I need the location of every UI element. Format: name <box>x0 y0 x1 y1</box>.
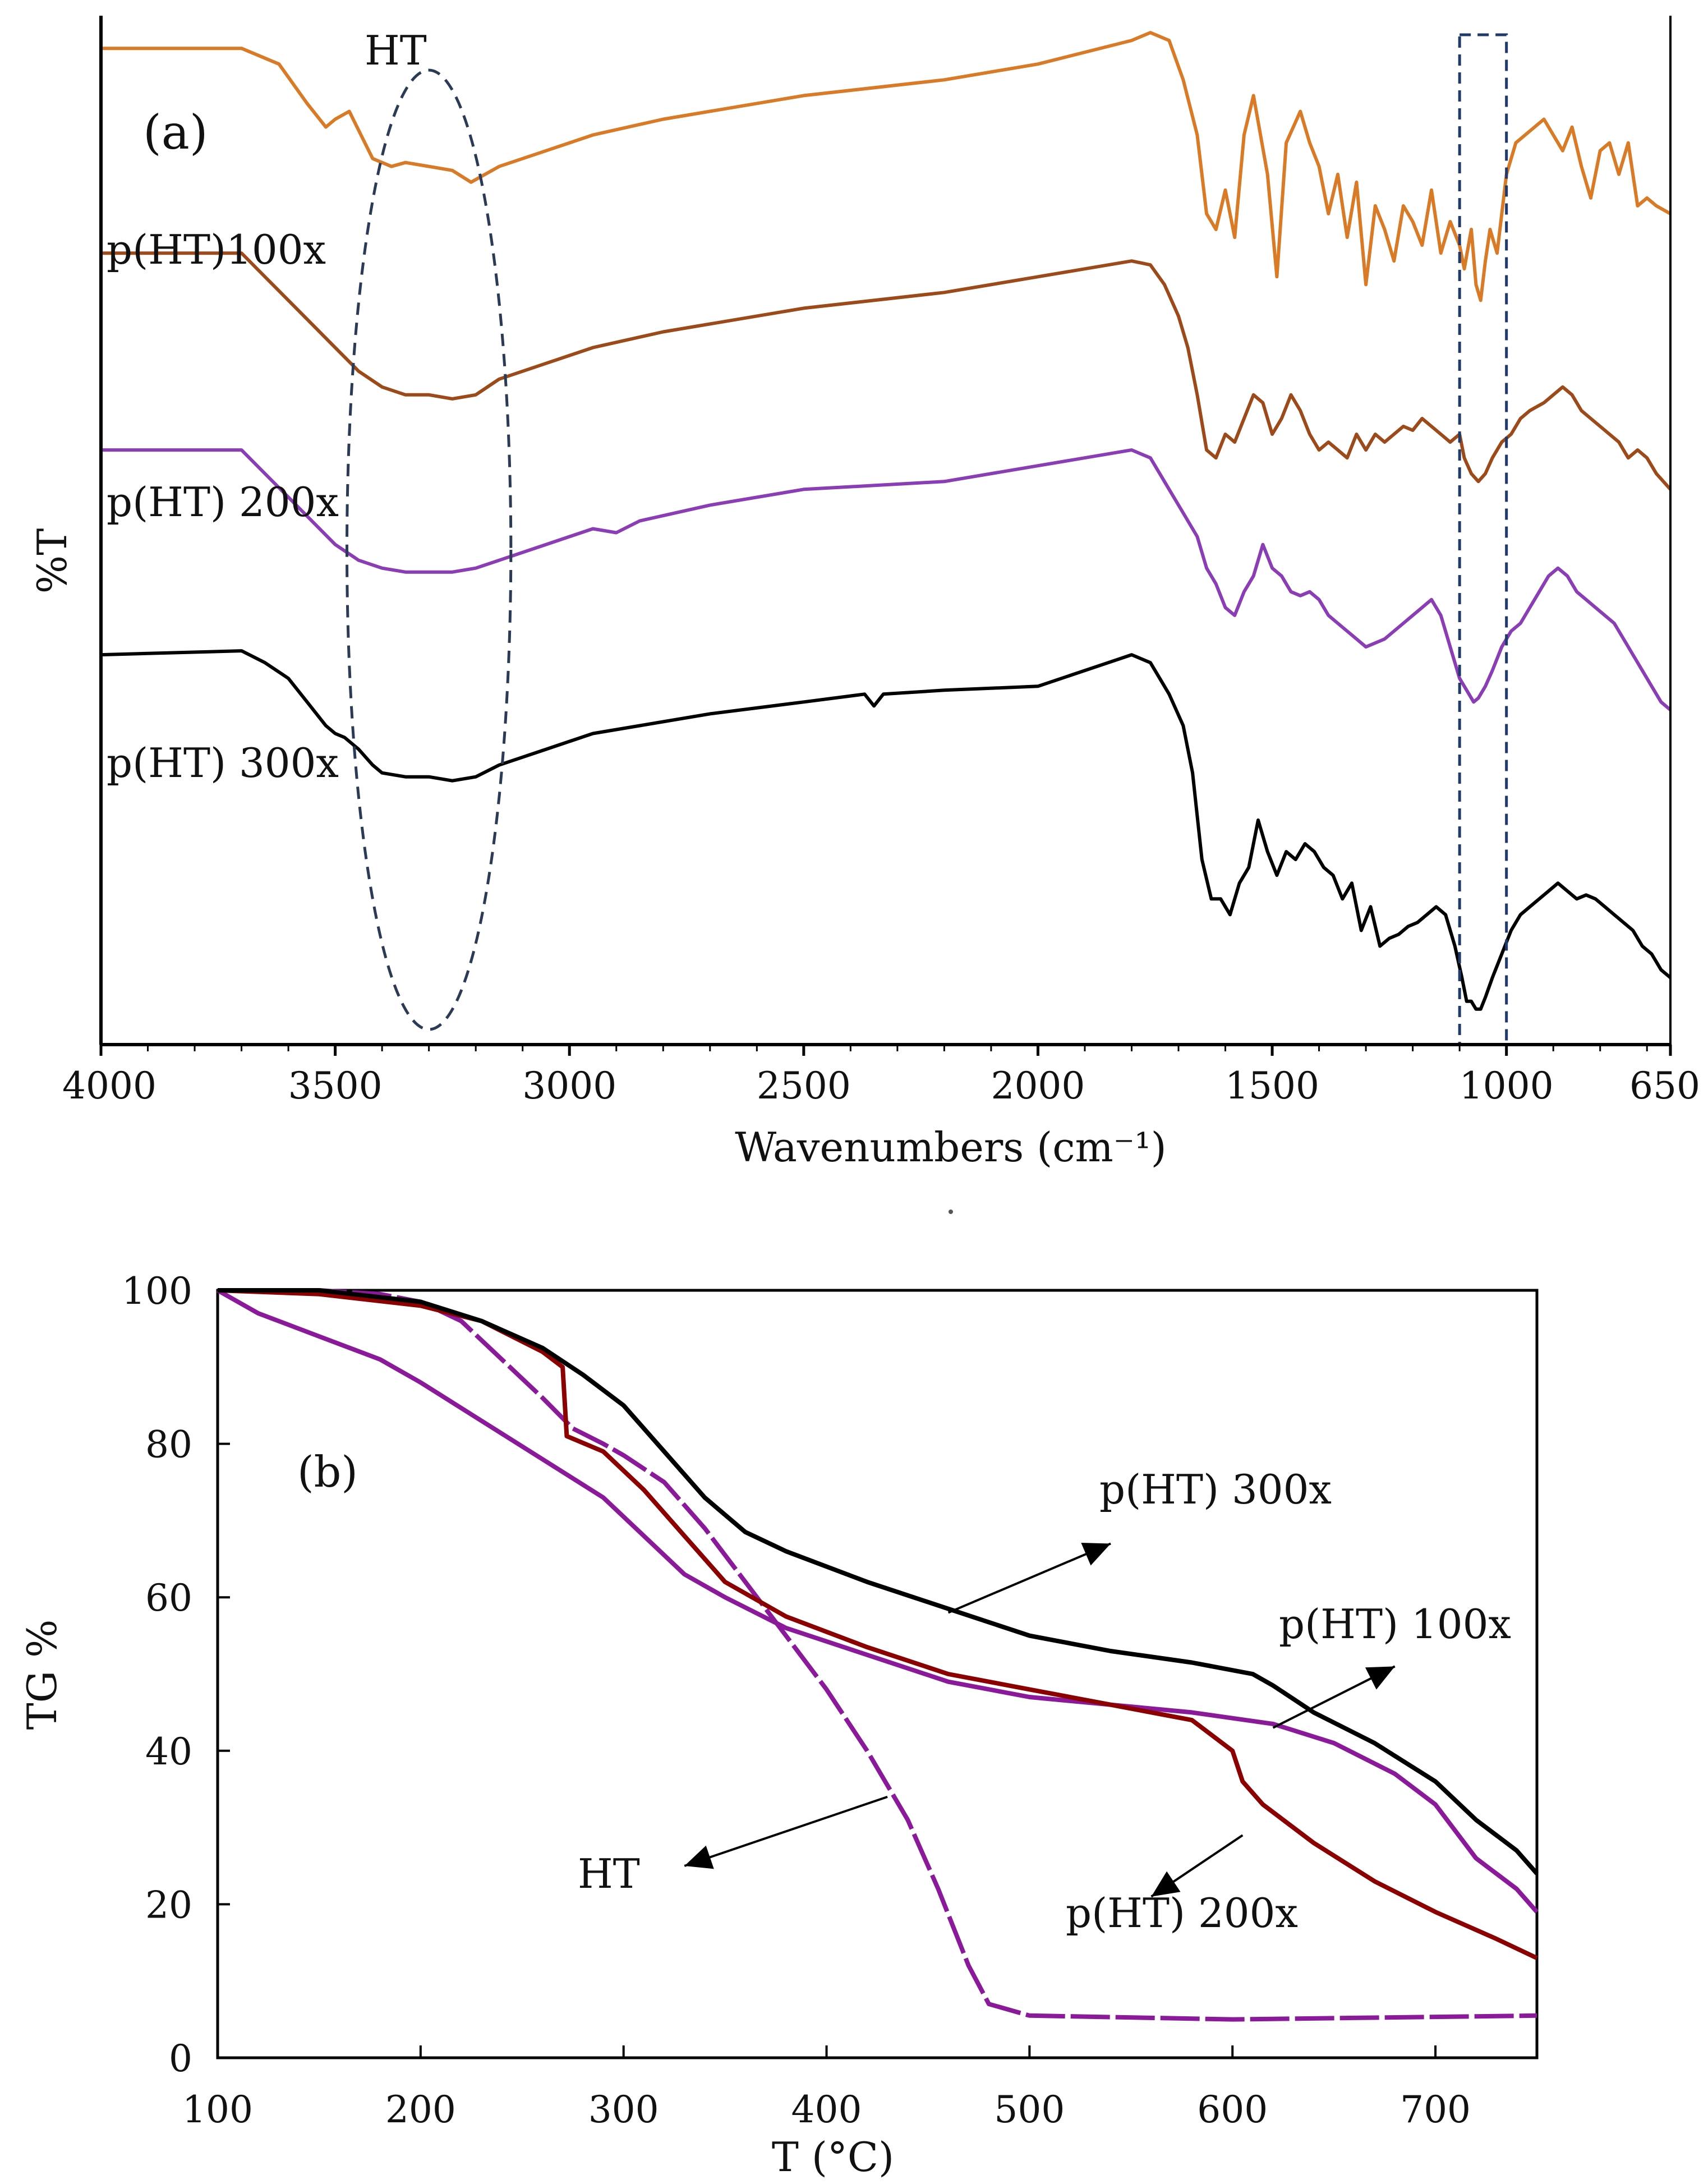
ftir-x-tick-label: 1000 <box>1460 1064 1554 1107</box>
tg-x-label: T (°C) <box>772 2134 894 2181</box>
ftir-x-tick-label: 2500 <box>757 1064 851 1107</box>
label-p100-ftir: p(HT)100x <box>107 226 326 273</box>
label-p200-tg: p(HT) 200x <box>1066 1889 1298 1937</box>
panel-a-tag: (a) <box>143 105 208 160</box>
label-ht-tg: HT <box>578 1850 640 1897</box>
label-p200-ftir: p(HT) 200x <box>107 479 339 526</box>
tg-line-p-ht-100x <box>217 1288 1539 1914</box>
panel-b: 100 200 300 400 500 600 700 0 20 40 60 80 100 (b) p(… <box>19 1270 1539 2181</box>
tg-y-tick-label: 40 <box>145 1730 192 1773</box>
ftir-line-p-ht-300x <box>100 649 1672 1011</box>
ftir-x-tick-label: 650 <box>1629 1064 1700 1107</box>
ftir-x-ticks: 4000 3500 3000 2500 2000 1500 1000 650 <box>62 1045 1700 1107</box>
label-ht-ftir: HT <box>365 27 427 74</box>
label-p300-ftir: p(HT) 300x <box>107 739 339 787</box>
tg-arrowhead-p-ht-100x <box>1365 1666 1395 1690</box>
tg-x-tick-label: 500 <box>994 2088 1065 2131</box>
tg-arrow-p-ht-300x <box>947 1542 1111 1614</box>
ftir-x-label: Wavenumbers (cm⁻¹) <box>735 1124 1167 1171</box>
tg-series-group <box>217 1288 1539 2022</box>
ftir-y-label: %T <box>29 528 76 594</box>
tg-y-label: TG % <box>19 1620 66 1730</box>
tg-x-tick-label: 600 <box>1197 2088 1268 2131</box>
tg-y-tick-label: 0 <box>169 2037 192 2080</box>
tg-arrow-ht <box>684 1795 888 1867</box>
tg-arrowhead-p-ht-300x <box>1081 1542 1111 1566</box>
panel-a: 4000 3500 3000 2500 2000 1500 1000 650 (a) HT p… <box>29 16 1700 1171</box>
tg-arrowhead-ht <box>684 1845 714 1869</box>
ftir-annotations <box>345 33 1508 1046</box>
tg-ticks: 100 200 300 400 500 600 700 0 20 40 60 80 100 <box>122 1270 1471 2131</box>
tg-x-tick-label: 400 <box>791 2088 862 2131</box>
tg-y-tick-label: 100 <box>122 1270 192 1313</box>
tg-y-tick-label: 60 <box>145 1576 192 1620</box>
tg-x-tick-label: 200 <box>385 2088 456 2131</box>
label-p300-tg: p(HT) 300x <box>1099 1466 1332 1513</box>
tg-plot-frame <box>216 1289 1539 2059</box>
tg-line-p-ht-300x <box>218 1288 1539 1875</box>
tg-line-p-ht-200x <box>217 1288 1538 1960</box>
tg-arrows <box>684 1542 1396 1898</box>
panel-b-tag: (b) <box>297 1447 358 1497</box>
stray-dot <box>949 1210 953 1214</box>
ftir-rect-highlight <box>1458 33 1508 1046</box>
tg-arrowhead-p-ht-200x <box>1151 1871 1181 1897</box>
ftir-series-group <box>100 31 1672 1011</box>
ftir-x-tick-label: 3000 <box>522 1064 616 1107</box>
ftir-x-tick-label: 2000 <box>991 1064 1085 1107</box>
ftir-x-tick-label: 4000 <box>62 1064 156 1107</box>
tg-y-tick-label: 20 <box>145 1883 192 1926</box>
ftir-line-p-ht-200x <box>101 448 1672 711</box>
ftir-x-tick-label: 3500 <box>288 1064 383 1107</box>
tg-line-ht <box>218 1288 1537 2022</box>
ftir-ellipse-highlight <box>345 68 513 1031</box>
ftir-x-tick-label: 1500 <box>1225 1064 1319 1107</box>
tg-x-tick-label: 300 <box>588 2088 659 2131</box>
tg-x-tick-label: 100 <box>182 2088 253 2131</box>
ftir-line-ht <box>101 31 1672 302</box>
label-p100-tg: p(HT) 100x <box>1279 1601 1511 1648</box>
tg-x-tick-label: 700 <box>1400 2088 1471 2131</box>
ftir-line-p-ht-100x <box>101 251 1672 491</box>
tg-y-tick-label: 80 <box>145 1423 192 1466</box>
